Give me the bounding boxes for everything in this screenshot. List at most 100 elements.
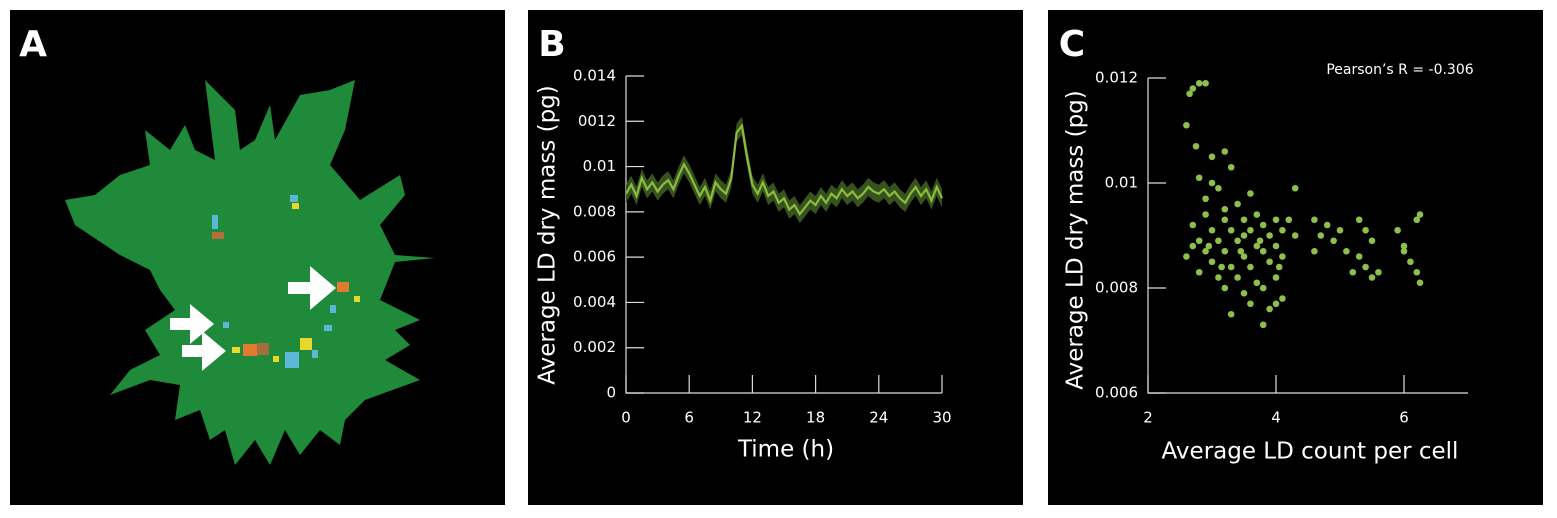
scatter-point <box>1202 247 1209 255</box>
y-tick-label: 0.006 <box>1095 384 1138 402</box>
scatter-point <box>1400 247 1408 255</box>
y-tick-label: 0.01 <box>1105 174 1138 192</box>
scatter-point <box>1259 321 1267 329</box>
scatter-point <box>1240 253 1248 260</box>
scatter-point <box>1413 216 1421 224</box>
cell-image <box>65 80 435 465</box>
x-tick-label: 6 <box>684 409 694 427</box>
scatter-point <box>1291 232 1299 239</box>
scatter-point <box>1218 263 1225 271</box>
x-tick-label: 18 <box>806 409 825 427</box>
y-tick-label: 0012 <box>578 112 616 130</box>
scatter-point <box>1259 221 1267 229</box>
scatter-point <box>1368 237 1376 245</box>
scatter-point <box>1253 279 1261 287</box>
scatter-point <box>1183 121 1190 129</box>
scatter-point <box>1285 216 1293 224</box>
y-tick-label: 0.01 <box>583 157 616 175</box>
scatter-point <box>1330 237 1337 245</box>
scatter-point <box>1275 263 1283 271</box>
scatter-point <box>1407 258 1414 266</box>
scatter-point <box>1195 174 1203 182</box>
scatter-point <box>1272 274 1280 281</box>
scatter-point <box>1202 211 1209 218</box>
scatter-point <box>1234 274 1241 281</box>
y-axis-title: Average LD dry mass (pg) <box>535 85 561 385</box>
scatter-point <box>1355 216 1363 224</box>
panel-label: B <box>538 24 565 65</box>
scatter-point <box>1272 216 1280 224</box>
scatter-point <box>1195 79 1203 87</box>
scatter-point <box>1272 242 1280 250</box>
scatter-point <box>1311 216 1318 224</box>
scatter-point <box>1208 179 1216 187</box>
x-axis-title: Time (h) <box>737 437 834 463</box>
scatter-point <box>1195 268 1203 276</box>
y-tick-label: 0 <box>606 384 616 402</box>
scatter-point <box>1186 90 1193 98</box>
scatter-point <box>1234 237 1241 245</box>
scatter-point <box>1240 289 1248 297</box>
scatter-point <box>1349 268 1357 276</box>
scatter-point <box>1256 237 1264 245</box>
annotation: Pearson’s R = -0.306 <box>1326 62 1473 78</box>
y-tick-label: 0.006 <box>573 248 616 266</box>
scatter-point <box>1253 211 1261 218</box>
scatter-point <box>1240 216 1248 224</box>
y-tick-label: 0.008 <box>573 202 616 220</box>
scatter-point <box>1221 216 1229 224</box>
scatter-point <box>1240 232 1248 239</box>
y-tick-label: 0.008 <box>1095 279 1138 297</box>
scatter-point <box>1266 258 1273 266</box>
scatter-point <box>1208 258 1216 266</box>
scatter-point <box>1253 242 1261 250</box>
scatter-point <box>1317 232 1325 239</box>
scatter-point <box>1413 268 1421 276</box>
x-tick-label: 0 <box>621 409 631 427</box>
x-axis-title: Average LD count per cell <box>1162 439 1459 465</box>
y-tick-label: 0.012 <box>1095 69 1138 87</box>
panel-c-background <box>1048 10 1543 505</box>
scatter-point <box>1247 226 1254 234</box>
scatter-point <box>1272 300 1280 308</box>
scatter-point <box>1221 247 1229 255</box>
scatter-point <box>1215 237 1222 245</box>
scatter-point <box>1189 85 1197 92</box>
scatter-point <box>1237 247 1245 255</box>
scatter-point <box>1375 268 1382 276</box>
scatter-point <box>1227 263 1235 271</box>
scatter-point <box>1189 221 1197 229</box>
x-tick-label: 30 <box>932 409 951 427</box>
x-tick-label: 24 <box>869 409 888 427</box>
scatter-point <box>1416 211 1424 218</box>
scatter-point <box>1394 226 1401 234</box>
scatter-point <box>1221 284 1229 292</box>
scatter-point <box>1208 226 1216 234</box>
scatter-point <box>1279 226 1286 234</box>
scatter-point <box>1355 253 1363 260</box>
scatter-point <box>1291 184 1299 192</box>
scatter-point <box>1259 247 1267 255</box>
scatter-point <box>1266 305 1273 313</box>
scatter-point <box>1208 153 1216 161</box>
scatter-point <box>1202 79 1209 87</box>
scatter-point <box>1189 242 1197 250</box>
scatter-point <box>1227 163 1235 171</box>
x-tick-label: 2 <box>1143 409 1153 427</box>
scatter-point <box>1279 253 1286 260</box>
scatter-point <box>1227 310 1235 318</box>
scatter-point <box>1247 190 1254 197</box>
x-tick-label: 4 <box>1271 409 1281 427</box>
scatter-point <box>1195 237 1203 245</box>
x-tick-label: 12 <box>743 409 762 427</box>
scatter-point <box>1362 263 1369 271</box>
scatter-point <box>1266 232 1273 239</box>
x-tick-label: 6 <box>1399 409 1409 427</box>
y-tick-label: 0.002 <box>573 338 616 356</box>
panel-label: A <box>19 24 47 65</box>
scatter-point <box>1336 226 1344 234</box>
scatter-point <box>1323 221 1331 229</box>
panel-b-background <box>528 10 1023 505</box>
